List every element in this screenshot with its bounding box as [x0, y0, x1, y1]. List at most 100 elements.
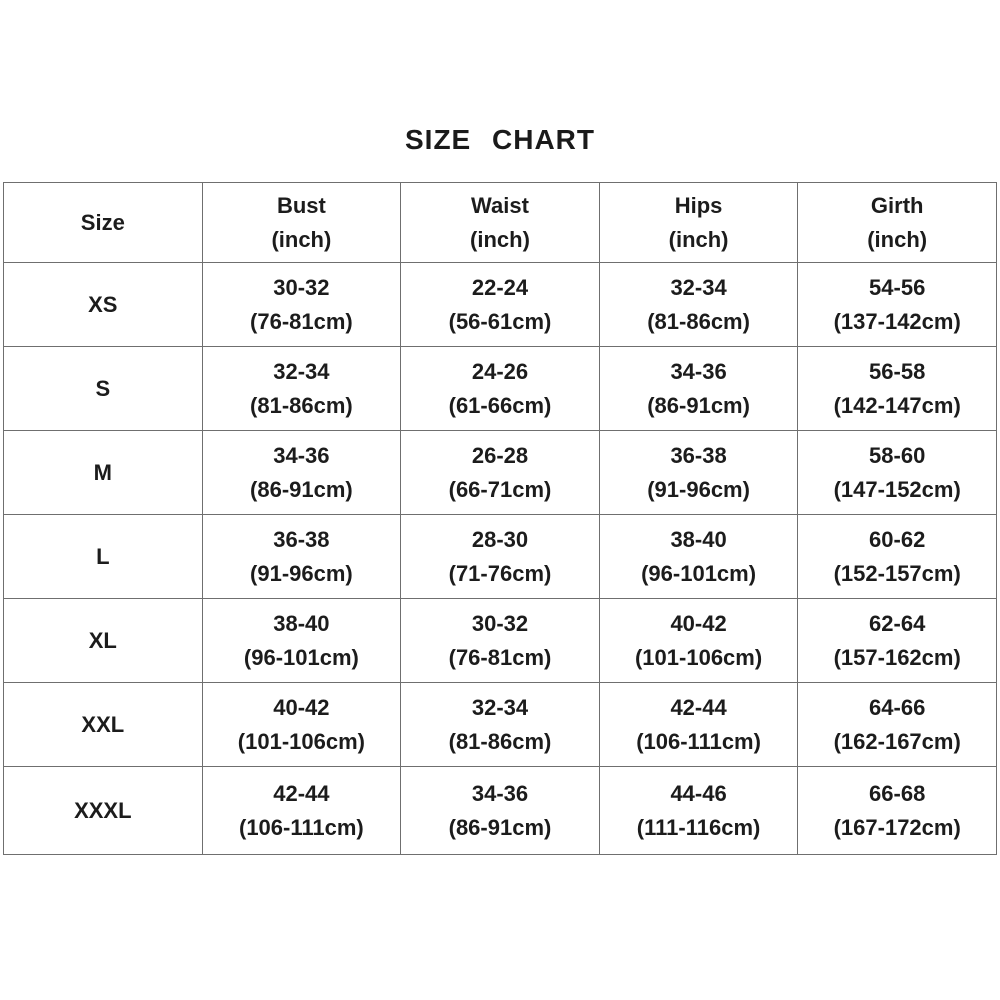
waist-inch-value: 34-36 [471, 780, 529, 806]
size-value: M [93, 459, 112, 485]
header-waist-unit: (inch) [470, 226, 530, 252]
header-bust: Bust (inch) [201, 182, 402, 263]
size-cell: M [3, 430, 203, 515]
girth-cm-value: (162-167cm) [833, 728, 961, 754]
size-cell: XXL [3, 682, 203, 767]
girth-cell: 60-62 (152-157cm) [797, 514, 997, 599]
table-row-m: M 34-36 (86-91cm) 26-28 (66-71cm) 36-38 … [3, 430, 997, 515]
waist-cm-value: (66-71cm) [448, 476, 552, 502]
girth-cm-value: (167-172cm) [833, 814, 961, 840]
hips-inch-value: 42-44 [670, 694, 727, 720]
bust-cm-value: (81-86cm) [250, 392, 353, 418]
size-cell: XL [3, 598, 203, 683]
bust-cell: 42-44 (106-111cm) [201, 766, 402, 855]
waist-inch-value: 32-34 [471, 694, 529, 720]
table-row-xs: XS 30-32 (76-81cm) 22-24 (56-61cm) 32-34… [3, 262, 997, 347]
bust-inch-value: 36-38 [273, 526, 330, 552]
bust-inch-value: 34-36 [273, 442, 330, 468]
header-girth: Girth (inch) [797, 182, 997, 263]
bust-cell: 36-38 (91-96cm) [201, 514, 402, 599]
girth-cm-value: (147-152cm) [833, 476, 961, 502]
table-row-xxxl: XXXL 42-44 (106-111cm) 34-36 (86-91cm) 4… [3, 766, 997, 855]
hips-cm-value: (111-116cm) [636, 814, 761, 840]
header-hips-label: Hips [674, 192, 723, 218]
header-hips: Hips (inch) [598, 182, 799, 263]
size-cell: S [3, 346, 203, 431]
size-value: XS [88, 291, 118, 317]
hips-cm-value: (86-91cm) [647, 392, 750, 418]
hips-cm-value: (91-96cm) [647, 476, 750, 502]
bust-inch-value: 32-34 [273, 358, 330, 384]
girth-inch-value: 56-58 [869, 358, 926, 384]
header-waist-label: Waist [471, 192, 529, 218]
page-title: SIZE CHART [405, 124, 595, 155]
waist-cm-value: (56-61cm) [448, 308, 552, 334]
waist-cm-value: (86-91cm) [448, 814, 552, 840]
header-size-label: Size [80, 209, 125, 235]
size-cell: XXXL [3, 766, 203, 855]
girth-inch-value: 64-66 [869, 694, 926, 720]
header-bust-label: Bust [276, 192, 326, 218]
girth-cm-value: (152-157cm) [833, 560, 961, 586]
header-hips-unit: (inch) [668, 226, 729, 252]
hips-inch-value: 36-38 [670, 442, 727, 468]
waist-cell: 24-26 (61-66cm) [400, 346, 600, 431]
bust-cm-value: (96-101cm) [243, 644, 359, 670]
hips-cm-value: (106-111cm) [636, 728, 761, 754]
bust-cm-value: (101-106cm) [237, 728, 365, 754]
waist-cm-value: (76-81cm) [448, 644, 552, 670]
waist-inch-value: 22-24 [471, 274, 529, 300]
hips-inch-value: 40-42 [670, 610, 727, 636]
waist-inch-value: 26-28 [471, 442, 529, 468]
size-cell: XS [3, 262, 203, 347]
girth-cell: 66-68 (167-172cm) [797, 766, 997, 855]
table-row-xxl: XXL 40-42 (101-106cm) 32-34 (81-86cm) 42… [3, 682, 997, 767]
girth-inch-value: 62-64 [869, 610, 926, 636]
size-value: XXL [81, 711, 125, 737]
girth-inch-value: 58-60 [869, 442, 926, 468]
bust-cell: 38-40 (96-101cm) [201, 598, 402, 683]
table-row-xl: XL 38-40 (96-101cm) 30-32 (76-81cm) 40-4… [3, 598, 997, 683]
bust-cm-value: (91-96cm) [250, 560, 353, 586]
header-girth-unit: (inch) [867, 226, 928, 252]
bust-cm-value: (76-81cm) [250, 308, 353, 334]
waist-cm-value: (81-86cm) [448, 728, 552, 754]
girth-cell: 64-66 (162-167cm) [797, 682, 997, 767]
girth-inch-value: 54-56 [869, 274, 926, 300]
hips-inch-value: 44-46 [670, 780, 727, 806]
table-row-l: L 36-38 (91-96cm) 28-30 (71-76cm) 38-40 … [3, 514, 997, 599]
waist-cell: 30-32 (76-81cm) [400, 598, 600, 683]
girth-cm-value: (137-142cm) [833, 308, 961, 334]
hips-cm-value: (96-101cm) [641, 560, 757, 586]
waist-cell: 34-36 (86-91cm) [400, 766, 600, 855]
hips-inch-value: 38-40 [670, 526, 727, 552]
bust-cm-value: (106-111cm) [239, 814, 364, 840]
header-waist: Waist (inch) [400, 182, 600, 263]
bust-inch-value: 40-42 [273, 694, 330, 720]
table-row-s: S 32-34 (81-86cm) 24-26 (61-66cm) 34-36 … [3, 346, 997, 431]
girth-cell: 58-60 (147-152cm) [797, 430, 997, 515]
header-size: Size [3, 182, 203, 263]
waist-inch-value: 28-30 [471, 526, 529, 552]
girth-cm-value: (142-147cm) [833, 392, 961, 418]
waist-inch-value: 30-32 [471, 610, 529, 636]
waist-cell: 32-34 (81-86cm) [400, 682, 600, 767]
girth-cell: 62-64 (157-162cm) [797, 598, 997, 683]
bust-cell: 34-36 (86-91cm) [201, 430, 402, 515]
waist-cell: 26-28 (66-71cm) [400, 430, 600, 515]
size-cell: L [3, 514, 203, 599]
hips-inch-value: 34-36 [670, 358, 727, 384]
girth-cm-value: (157-162cm) [833, 644, 961, 670]
waist-cm-value: (71-76cm) [448, 560, 552, 586]
waist-cell: 28-30 (71-76cm) [400, 514, 600, 599]
waist-inch-value: 24-26 [471, 358, 529, 384]
hips-cm-value: (101-106cm) [634, 644, 763, 670]
bust-inch-value: 42-44 [273, 780, 330, 806]
hips-cell: 32-34 (81-86cm) [598, 262, 799, 347]
hips-cell: 44-46 (111-116cm) [598, 766, 799, 855]
bust-cell: 40-42 (101-106cm) [201, 682, 402, 767]
hips-cell: 42-44 (106-111cm) [598, 682, 799, 767]
header-row: Size Bust (inch) Waist (inch) Hips (inch… [3, 182, 997, 263]
hips-cm-value: (81-86cm) [647, 308, 750, 334]
girth-inch-value: 60-62 [869, 526, 926, 552]
